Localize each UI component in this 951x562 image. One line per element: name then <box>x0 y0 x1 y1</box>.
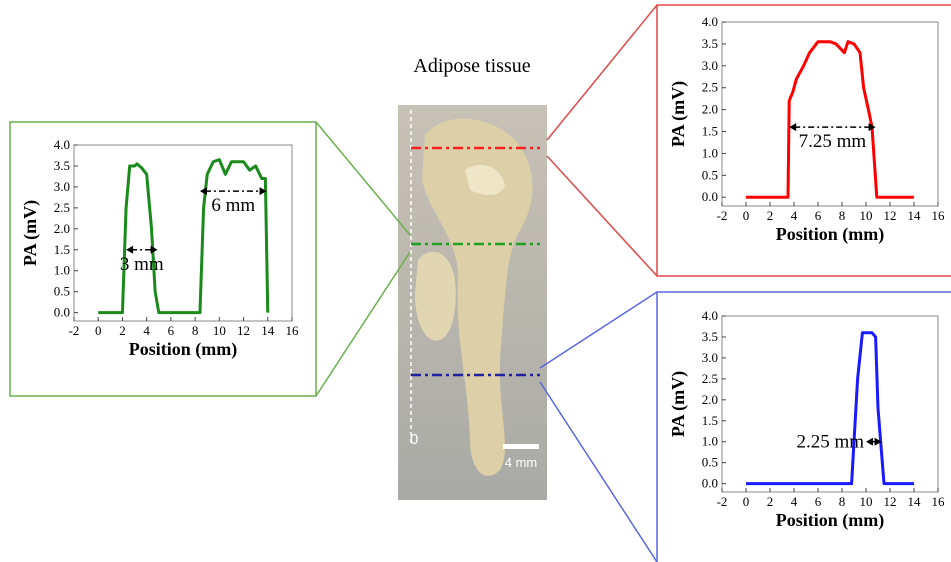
y-tick-label: 1.0 <box>702 434 718 449</box>
x-tick-label: 10 <box>860 494 873 509</box>
data-line <box>98 160 268 313</box>
x-tick-label: 14 <box>261 323 275 338</box>
y-tick-label: 0.0 <box>54 305 70 320</box>
x-tick-label: 16 <box>286 323 300 338</box>
scale-bar-label: 4 mm <box>505 455 538 470</box>
x-tick-label: 12 <box>884 494 897 509</box>
x-tick-label: 12 <box>884 208 897 223</box>
annotation-label: 3 mm <box>120 254 164 275</box>
y-tick-label: 1.5 <box>702 413 718 428</box>
x-tick-label: 12 <box>237 323 250 338</box>
y-tick-label: 2.5 <box>702 80 718 95</box>
x-axis-label: Position (mm) <box>776 510 884 531</box>
x-tick-label: 16 <box>932 494 946 509</box>
x-axis-label: Position (mm) <box>776 224 884 245</box>
y-tick-label: 2.5 <box>54 200 70 215</box>
y-tick-label: 0.5 <box>702 455 718 470</box>
x-tick-label: 14 <box>908 494 922 509</box>
x-axis-label: Position (mm) <box>129 339 237 360</box>
x-tick-label: 14 <box>908 208 922 223</box>
x-tick-label: 2 <box>767 494 774 509</box>
y-axis-label: PA (mV) <box>668 81 689 147</box>
y-tick-label: 4.0 <box>702 14 718 29</box>
annotation-label: 6 mm <box>211 195 255 216</box>
x-tick-label: -2 <box>69 323 80 338</box>
x-tick-label: 16 <box>932 208 946 223</box>
y-axis-label: PA (mV) <box>20 200 41 266</box>
y-axis-label: PA (mV) <box>668 371 689 437</box>
x-tick-label: 6 <box>168 323 175 338</box>
y-tick-label: 4.0 <box>702 308 718 323</box>
plot-frame <box>722 22 938 206</box>
data-line <box>746 42 914 198</box>
y-tick-label: 1.0 <box>54 263 70 278</box>
photo-title: Adipose tissue <box>413 55 530 77</box>
x-tick-label: 6 <box>815 494 822 509</box>
y-tick-label: 3.0 <box>702 58 718 73</box>
y-tick-label: 3.0 <box>54 179 70 194</box>
y-tick-label: 3.5 <box>702 329 718 344</box>
y-tick-label: 3.5 <box>702 36 718 51</box>
y-tick-label: 1.5 <box>702 124 718 139</box>
x-tick-label: 10 <box>213 323 226 338</box>
photo <box>398 105 547 500</box>
y-tick-label: 2.5 <box>702 371 718 386</box>
y-tick-label: 1.0 <box>702 145 718 160</box>
x-tick-label: 4 <box>791 494 798 509</box>
y-tick-label: 2.0 <box>702 392 718 407</box>
data-line <box>746 333 914 484</box>
y-tick-label: 4.0 <box>54 137 70 152</box>
page: {"figure":{"title":"Adipose tissue","ori… <box>0 0 951 562</box>
x-tick-label: 4 <box>791 208 798 223</box>
y-tick-label: 2.0 <box>702 102 718 117</box>
y-tick-label: 3.0 <box>702 350 718 365</box>
y-tick-label: 0.5 <box>702 167 718 182</box>
x-tick-label: -2 <box>717 208 728 223</box>
y-tick-label: 2.0 <box>54 221 70 236</box>
y-tick-label: 0.0 <box>702 189 718 204</box>
y-tick-label: 0.5 <box>54 284 70 299</box>
x-tick-label: 0 <box>743 208 750 223</box>
annotation-label: 2.25 mm <box>796 432 864 453</box>
x-tick-label: 4 <box>143 323 150 338</box>
x-tick-label: 8 <box>839 208 846 223</box>
x-tick-label: -2 <box>717 494 728 509</box>
annotation-label: 7.25 mm <box>799 131 867 152</box>
y-tick-label: 1.5 <box>54 242 70 257</box>
x-tick-label: 8 <box>192 323 199 338</box>
figure: Adipose tissue 0 4 mm -2 0 2 4 6 8 10 12 14 16 0.0… <box>0 0 951 562</box>
y-tick-label: 0.0 <box>702 476 718 491</box>
plot-frame <box>722 316 938 492</box>
origin-label: 0 <box>410 431 418 448</box>
x-tick-label: 8 <box>839 494 846 509</box>
x-tick-label: 2 <box>119 323 126 338</box>
x-tick-label: 0 <box>95 323 102 338</box>
x-tick-label: 0 <box>743 494 750 509</box>
x-tick-label: 2 <box>767 208 774 223</box>
y-tick-label: 3.5 <box>54 158 70 173</box>
x-tick-label: 6 <box>815 208 822 223</box>
x-tick-label: 10 <box>860 208 873 223</box>
